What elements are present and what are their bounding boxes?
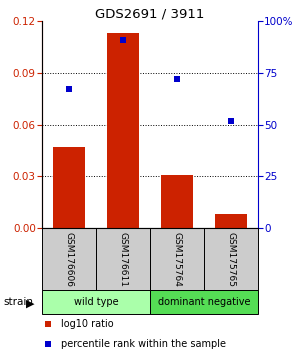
- Text: GSM175764: GSM175764: [172, 232, 182, 286]
- Title: GDS2691 / 3911: GDS2691 / 3911: [95, 7, 205, 20]
- Text: GSM176611: GSM176611: [118, 232, 127, 287]
- Point: [175, 76, 179, 82]
- Point: [121, 37, 125, 43]
- Bar: [161, 175, 193, 228]
- Bar: [42, 290, 150, 314]
- Point: [206, 93, 211, 98]
- Text: percentile rank within the sample: percentile rank within the sample: [61, 339, 226, 349]
- Text: ▶: ▶: [26, 299, 34, 309]
- Bar: [107, 33, 139, 228]
- Text: GSM175765: GSM175765: [226, 232, 236, 287]
- Point: [206, 270, 211, 276]
- Point: [67, 87, 71, 92]
- Text: dominant negative: dominant negative: [158, 297, 250, 307]
- Bar: [150, 290, 258, 314]
- Text: strain: strain: [3, 297, 33, 307]
- Bar: [53, 147, 85, 228]
- Text: GSM176606: GSM176606: [64, 232, 74, 287]
- Bar: [96, 228, 150, 290]
- Bar: [204, 228, 258, 290]
- Bar: [150, 228, 204, 290]
- Point: [229, 118, 233, 123]
- Bar: [215, 214, 247, 228]
- Text: log10 ratio: log10 ratio: [61, 319, 114, 330]
- Bar: [42, 228, 96, 290]
- Text: wild type: wild type: [74, 297, 118, 307]
